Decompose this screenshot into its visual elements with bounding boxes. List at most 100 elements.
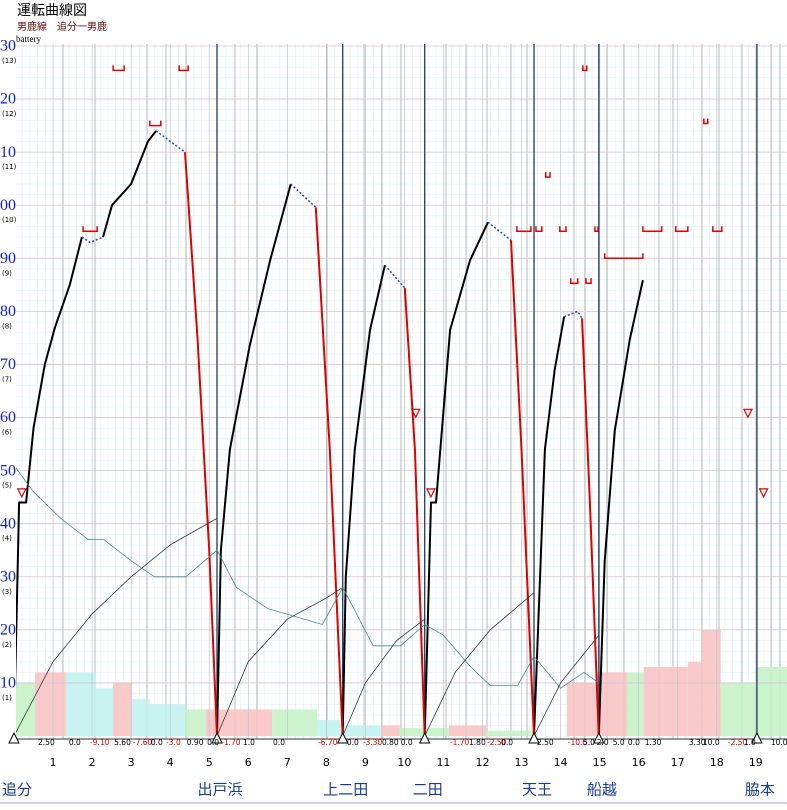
gradient-profile xyxy=(566,682,596,736)
gradient-label: 0.0 xyxy=(347,738,359,747)
y-tick-label: 80 xyxy=(0,303,16,320)
station-marker xyxy=(336,731,349,744)
gradient-label: 0.0 xyxy=(151,738,163,747)
x-tick-label: 12 xyxy=(475,756,489,769)
gradient-label: 0.0 xyxy=(628,738,640,747)
gradient-label: 10.0 xyxy=(771,738,787,747)
x-tick-label: 4 xyxy=(167,756,174,769)
y2-tick-label: (4) xyxy=(2,535,12,543)
x-tick-label: 10 xyxy=(397,756,411,769)
gradient-label: -3.30 xyxy=(363,738,383,747)
x-tick-label: 6 xyxy=(245,756,252,769)
gradient-profile xyxy=(687,661,702,736)
gradient-label: -9.10 xyxy=(90,738,110,747)
gradient-profile xyxy=(316,720,346,736)
gradient-profile xyxy=(643,667,688,736)
y2-tick-label: (10) xyxy=(2,216,17,224)
gradient-label: 1.0 xyxy=(744,738,756,747)
gradient-profile xyxy=(16,682,36,736)
check-marker xyxy=(410,408,421,419)
gradient-profile xyxy=(131,698,150,736)
y2-tick-label: (1) xyxy=(2,694,12,702)
x-tick-label: 17 xyxy=(671,756,685,769)
station-name: 上二田 xyxy=(323,781,368,799)
x-tick-label: 8 xyxy=(323,756,330,769)
gradient-label: -1.70 xyxy=(450,738,470,747)
gradient-label: -2.50 xyxy=(728,738,748,747)
speed-limit xyxy=(149,120,162,127)
speed-curve xyxy=(16,130,644,737)
station-name: 二田 xyxy=(413,781,443,799)
speed-limit xyxy=(674,226,689,232)
gradient-profile xyxy=(485,730,536,736)
check-marker xyxy=(742,408,753,419)
speed-limit xyxy=(582,65,588,72)
gradient-label: 1.80 xyxy=(469,738,486,747)
y-tick-label: 50 xyxy=(0,462,16,479)
gradient-label: 1.0 xyxy=(243,738,255,747)
gradient-label: 1.30 xyxy=(645,738,662,747)
x-tick-label: 2 xyxy=(89,756,96,769)
gradient-label: -2.50 xyxy=(487,738,507,747)
gradient-profile xyxy=(720,682,756,736)
y-tick-label: 30 xyxy=(0,568,16,585)
y2-tick-label: (11) xyxy=(2,163,17,171)
station-name: 脇本 xyxy=(745,781,775,799)
minor-grid xyxy=(16,44,787,739)
gradient-label: 2.0 xyxy=(597,738,609,747)
gradient-label: 0.0 xyxy=(69,738,81,747)
x-tick-label: 19 xyxy=(749,756,763,769)
x-tick-label: 16 xyxy=(632,756,646,769)
x-tick-label: 7 xyxy=(284,756,291,769)
x-tick-label: 18 xyxy=(710,756,724,769)
speed-curve xyxy=(81,130,583,319)
gradient-profile xyxy=(113,682,132,736)
y-tick-label: 10 xyxy=(0,144,16,161)
gradient-profile xyxy=(272,709,317,736)
speed-limit xyxy=(559,226,567,232)
x-tick-label: 11 xyxy=(436,756,450,769)
gradient-label: 0.80 xyxy=(382,738,399,747)
x-tick-label: 15 xyxy=(593,756,607,769)
y-tick-label: 10 xyxy=(0,675,16,692)
speed-limit xyxy=(112,65,125,72)
station-marker xyxy=(418,731,431,744)
chart-title: 運転曲線図 xyxy=(17,3,87,19)
x-tick-label: 1 xyxy=(50,756,57,769)
x-tick-label: 14 xyxy=(554,756,568,769)
y-tick-label: 20 xyxy=(0,622,16,639)
speed-limit xyxy=(178,65,189,72)
speed-limit xyxy=(703,118,709,125)
gradient-label: 5.0 xyxy=(613,738,625,747)
y2-tick-label: (5) xyxy=(2,482,12,490)
y2-tick-label: (8) xyxy=(2,322,12,330)
y2-tick-label: (13) xyxy=(2,57,17,65)
station-marker xyxy=(528,731,540,744)
speed-curve xyxy=(184,152,600,737)
gradient-label: 0.0 xyxy=(501,738,513,747)
x-tick-label: 3 xyxy=(128,756,135,769)
y-tick-label: 70 xyxy=(0,356,16,373)
speed-limit xyxy=(585,278,592,285)
y2-tick-label: (6) xyxy=(2,429,12,437)
gradient-label: 3.30 xyxy=(689,738,706,747)
gradient-profile xyxy=(149,704,186,736)
station-marker xyxy=(211,731,223,744)
gradient-profile xyxy=(35,672,66,736)
y-tick-label: 90 xyxy=(0,250,16,267)
x-tick-label: 5 xyxy=(206,756,213,769)
speed-limit xyxy=(544,172,551,178)
check-marker xyxy=(16,488,27,499)
station-marker xyxy=(751,731,763,744)
gradient-label: 0.0 xyxy=(401,738,413,747)
gradient-profile xyxy=(95,688,114,736)
gradient-label: 2.50 xyxy=(38,738,55,747)
speed-limit xyxy=(603,253,644,260)
chart-subtitle: 男鹿線 追分一男鹿 xyxy=(17,20,107,33)
station-name: 天王 xyxy=(522,781,552,799)
gradient-label: -3.0 xyxy=(166,738,181,747)
station-marker xyxy=(593,731,605,744)
